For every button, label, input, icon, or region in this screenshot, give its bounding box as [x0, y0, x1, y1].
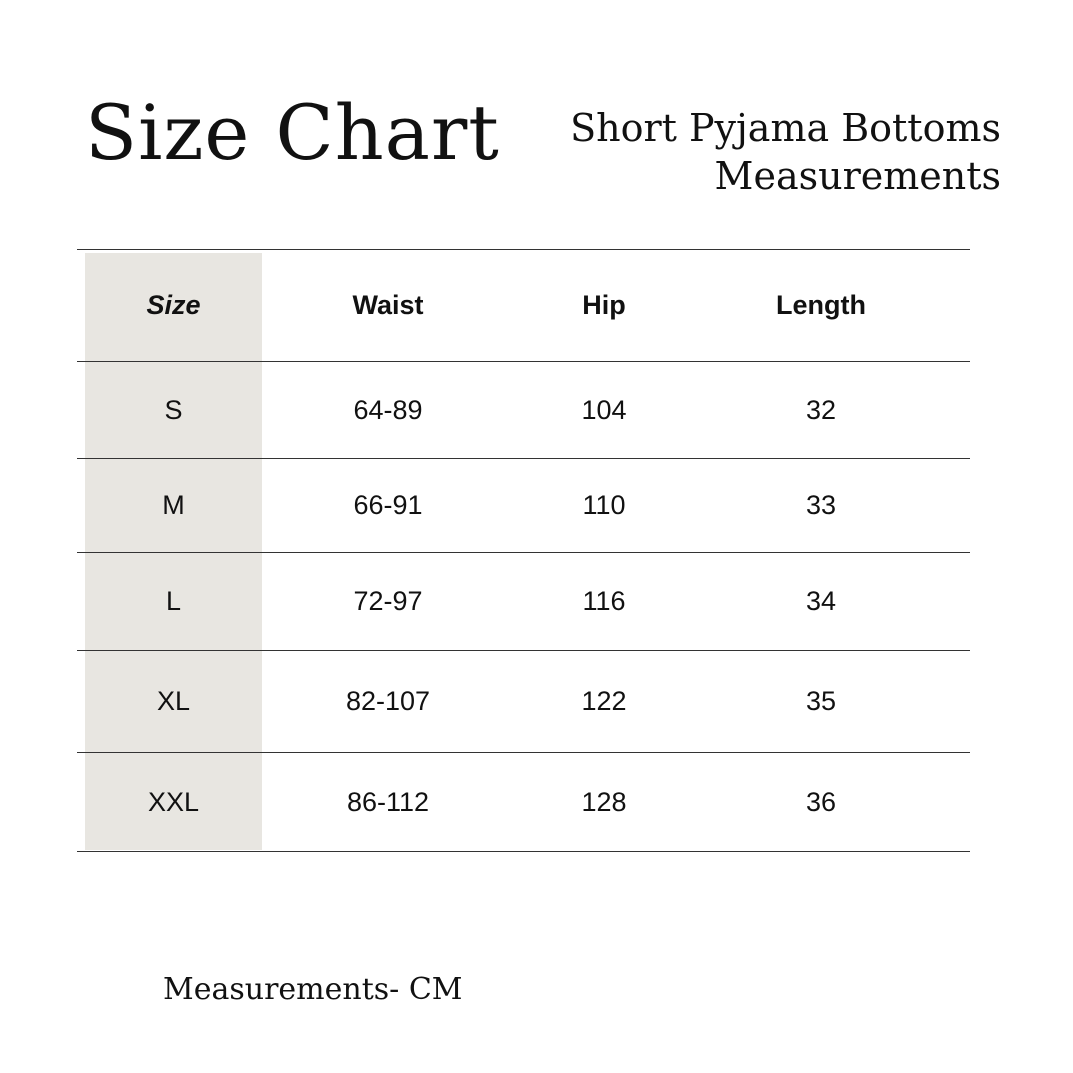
table-row: S 64-89 104 32 [77, 361, 970, 458]
table-row: XL 82-107 122 35 [77, 650, 970, 752]
header-size: Size [146, 290, 201, 320]
table-row: L 72-97 116 34 [77, 552, 970, 650]
table-cell: 72-97 [353, 586, 423, 616]
table-cell: 35 [805, 686, 837, 716]
table-cell: 116 [582, 586, 626, 616]
table-cell: XL [156, 686, 191, 716]
units-note: Measurements- CM [163, 972, 463, 1007]
header-length: Length [776, 290, 866, 320]
table-cell: 122 [581, 686, 627, 716]
table-cell: M [162, 490, 185, 520]
table-row: XXL 86-112 128 36 [77, 752, 970, 852]
table-cell: 33 [805, 490, 837, 520]
subtitle: Short Pyjama Bottoms Measurements [570, 104, 1001, 200]
table-cell: 86-112 [346, 786, 430, 817]
header-hip: Hip [582, 290, 626, 320]
table-cell: XXL [147, 786, 200, 817]
table-cell: 110 [582, 490, 626, 520]
table-cell: 104 [581, 394, 627, 425]
page-title: Size Chart [85, 88, 500, 177]
table-cell: L [165, 586, 182, 616]
table-cell: 128 [581, 786, 627, 817]
size-column-bg [85, 253, 262, 850]
table-cell: 64-89 [353, 394, 423, 425]
table-cell: 66-91 [353, 490, 423, 520]
table-cell: S [164, 394, 183, 425]
size-table: Size Waist Hip Length S 64-89 104 32 M 66-91 1… [77, 249, 970, 852]
table-row: M 66-91 110 33 [77, 458, 970, 552]
subtitle-line: Short Pyjama Bottoms [570, 106, 1001, 150]
table-cell: 82-107 [345, 686, 431, 716]
header-waist: Waist [352, 290, 424, 320]
table-cell: 36 [805, 786, 837, 817]
table-cell: 32 [805, 394, 837, 425]
table-header: Size Waist Hip Length [77, 249, 970, 361]
table-cell: 34 [805, 586, 837, 616]
subtitle-line: Measurements [714, 154, 1001, 198]
